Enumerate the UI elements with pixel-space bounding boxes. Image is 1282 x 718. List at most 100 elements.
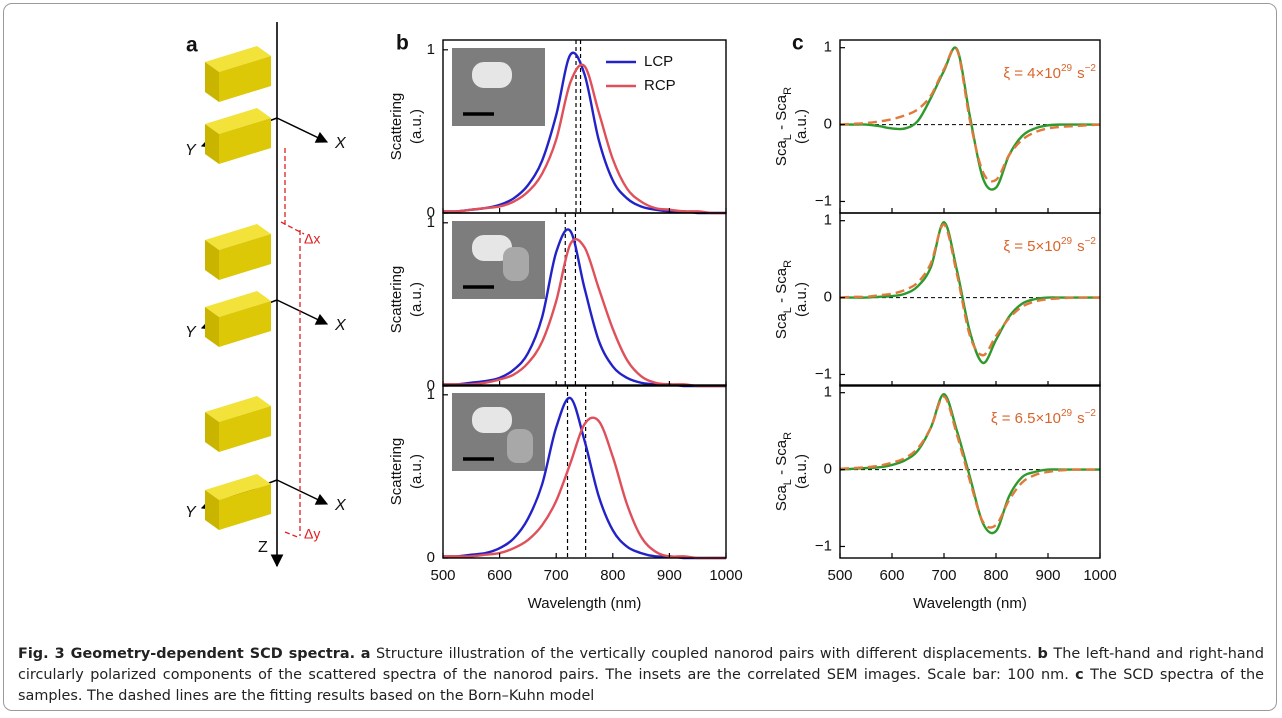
offset-label: Δy xyxy=(304,526,320,542)
rod-face xyxy=(219,118,271,164)
nanorod-diagram: X Y X Y X Y Z Δx Δy xyxy=(185,22,347,568)
fit-parameter-part: −2 xyxy=(1085,63,1097,74)
fit-parameter-part: s xyxy=(1077,238,1085,255)
y-axis-title-part: L xyxy=(782,307,794,313)
axis-label: Y xyxy=(185,142,197,159)
axis-arrow xyxy=(276,117,329,143)
offset-label: Δx xyxy=(304,231,320,247)
sem-particle xyxy=(472,235,512,261)
y-axis-title-part: R xyxy=(782,432,794,440)
x-tick-label: 500 xyxy=(430,567,455,584)
y-axis-title: ScaL - ScaR xyxy=(773,432,794,511)
y-axis-title-part: - Sca xyxy=(773,267,790,307)
axis-arrow xyxy=(276,299,329,325)
x-tick-label: 600 xyxy=(487,567,512,584)
panel-label: a xyxy=(186,34,198,57)
fit-parameter-part: ξ = 5×10 xyxy=(1003,238,1061,255)
rod-face xyxy=(205,46,271,72)
caption-run: Fig. 3 Geometry-dependent SCD spectra. xyxy=(18,646,356,662)
y-axis-unit: (a.u.) xyxy=(793,282,810,317)
caption-run: The SCD spectra of the samples. The dash… xyxy=(18,667,1264,704)
y-tick-label: 1 xyxy=(824,384,832,401)
panel-label: b xyxy=(396,32,409,55)
axis-label: X xyxy=(334,135,347,152)
x-tick-label: 1000 xyxy=(709,567,742,584)
y-axis-unit: (a.u.) xyxy=(408,282,425,317)
fit-parameter-part: −2 xyxy=(1085,236,1097,247)
caption-run: Structure illustration of the vertically… xyxy=(370,646,1038,662)
offset-guide xyxy=(280,221,305,235)
rod-face xyxy=(205,62,219,102)
rod-face xyxy=(219,234,271,280)
x-tick-label: 1000 xyxy=(1083,567,1116,584)
x-axis-title: Wavelength (nm) xyxy=(913,595,1027,612)
rod-face xyxy=(205,108,271,134)
rod-face xyxy=(205,307,219,347)
fit-parameter: ξ = 6.5×1029 s−2 xyxy=(991,408,1097,427)
y-axis-title-part: Sca xyxy=(773,485,790,512)
axis-arrow xyxy=(276,479,329,505)
sem-particle xyxy=(503,247,529,281)
fit-parameter-part: 29 xyxy=(1061,236,1073,247)
y-tick-label: −1 xyxy=(815,537,832,554)
y-axis-title: ScaL - ScaR xyxy=(773,87,794,166)
y-tick-label: 0 xyxy=(427,204,435,221)
figure-frame xyxy=(3,3,1277,711)
y-axis-unit: (a.u.) xyxy=(793,454,810,489)
y-axis-title: ScaL - ScaR xyxy=(773,260,794,339)
axis-label: Y xyxy=(185,504,197,521)
axis-label: Y xyxy=(185,324,197,341)
rod-face xyxy=(205,474,271,500)
series-line xyxy=(839,46,1101,183)
rod-face xyxy=(205,240,219,280)
y-axis-title-part: Sca xyxy=(773,313,790,340)
axis-label: X xyxy=(334,497,347,514)
series-line xyxy=(839,46,1100,191)
y-axis-unit: (a.u.) xyxy=(793,109,810,144)
rod-face xyxy=(205,490,219,530)
axis-label: X xyxy=(334,317,347,334)
y-tick-label: 0 xyxy=(824,461,832,478)
plot-frame xyxy=(442,212,727,387)
plot-frame xyxy=(839,212,1101,387)
y-axis-title: Scattering xyxy=(388,438,405,506)
fit-parameter-part: −2 xyxy=(1085,408,1097,419)
fit-parameter-part: 29 xyxy=(1061,63,1073,74)
offset-guide xyxy=(284,531,301,539)
rod-face xyxy=(205,412,219,452)
y-axis-unit: (a.u.) xyxy=(408,454,425,489)
y-tick-label: −1 xyxy=(815,365,832,382)
y-tick-label: 0 xyxy=(427,549,435,566)
plot-frame xyxy=(839,384,1101,559)
caption-run: c xyxy=(1075,667,1084,683)
caption: Fig. 3 Geometry-dependent SCD spectra. a… xyxy=(18,644,1264,707)
fit-parameter-part: ξ = 6.5×10 xyxy=(991,410,1061,427)
y-axis-title: Scattering xyxy=(388,266,405,334)
caption-run: The left-hand and right-hand circularly … xyxy=(18,646,1265,683)
rod-face xyxy=(205,396,271,422)
y-axis-title-part: - Sca xyxy=(773,94,790,134)
sem-particle xyxy=(472,62,512,88)
legend-label: RCP xyxy=(644,77,676,94)
x-tick-label: 800 xyxy=(600,567,625,584)
y-tick-label: 0 xyxy=(824,289,832,306)
y-tick-label: −1 xyxy=(815,192,832,209)
caption-run: a xyxy=(360,646,371,662)
x-tick-label: 600 xyxy=(879,567,904,584)
fit-parameter-part: ξ = 4×10 xyxy=(1003,65,1061,82)
plot-frame xyxy=(442,384,727,559)
series-line xyxy=(839,395,1100,529)
axis-label: Z xyxy=(258,539,268,556)
rod-face xyxy=(205,124,219,164)
y-axis-title-part: Sca xyxy=(773,140,790,167)
y-tick-label: 1 xyxy=(824,212,832,229)
series-line xyxy=(442,63,727,215)
rod-face xyxy=(219,301,271,347)
y-axis-unit: (a.u.) xyxy=(408,109,425,144)
fit-parameter-part: 29 xyxy=(1061,408,1073,419)
x-tick-label: 700 xyxy=(544,567,569,584)
series-line xyxy=(839,223,1100,357)
x-tick-label: 700 xyxy=(931,567,956,584)
